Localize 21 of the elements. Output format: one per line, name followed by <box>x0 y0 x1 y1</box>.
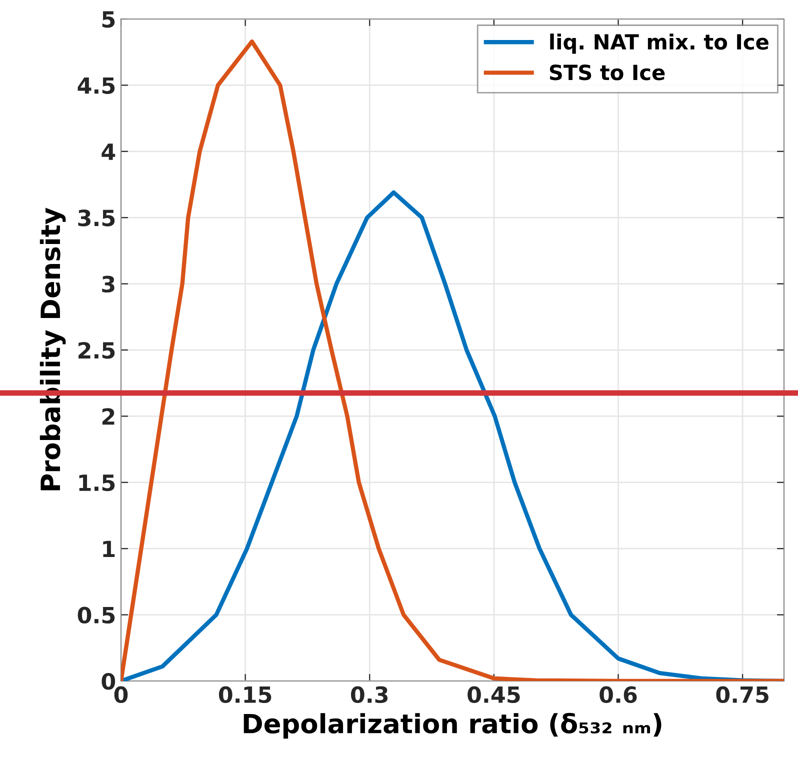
x-tick-label: 0.6 <box>600 686 637 704</box>
legend-label: STS to Ice <box>550 64 665 80</box>
y-tick-label: 2.5 <box>78 342 115 359</box>
x-tick-label: 0.3 <box>351 686 388 704</box>
y-tick-label: 4.5 <box>78 77 115 94</box>
legend-label: liq. NAT mix. to Ice <box>550 34 768 54</box>
y-tick-label: 3.5 <box>78 210 115 226</box>
x-tick-label: 0.45 <box>468 686 520 704</box>
y-tick-label: 0.5 <box>78 606 115 624</box>
y-tick-label: 0 <box>102 672 116 690</box>
x-tick-label: 0 <box>114 686 128 704</box>
x-tick-label: 0.15 <box>218 686 272 704</box>
y-tick-label: 1 <box>103 540 115 558</box>
y-tick-label: 1.5 <box>79 474 115 492</box>
y-tick-label: 3 <box>102 276 114 293</box>
x-tick-label: 0.75 <box>716 686 768 704</box>
y-axis-title: Probability Density <box>40 208 66 490</box>
y-tick-label: 5 <box>102 11 115 28</box>
y-tick-label: 4 <box>102 144 116 160</box>
y-tick-label: 2 <box>102 408 114 425</box>
x-axis-title: Depolarization ratio (δ₅₃₂ ₙₘ) <box>244 712 662 739</box>
